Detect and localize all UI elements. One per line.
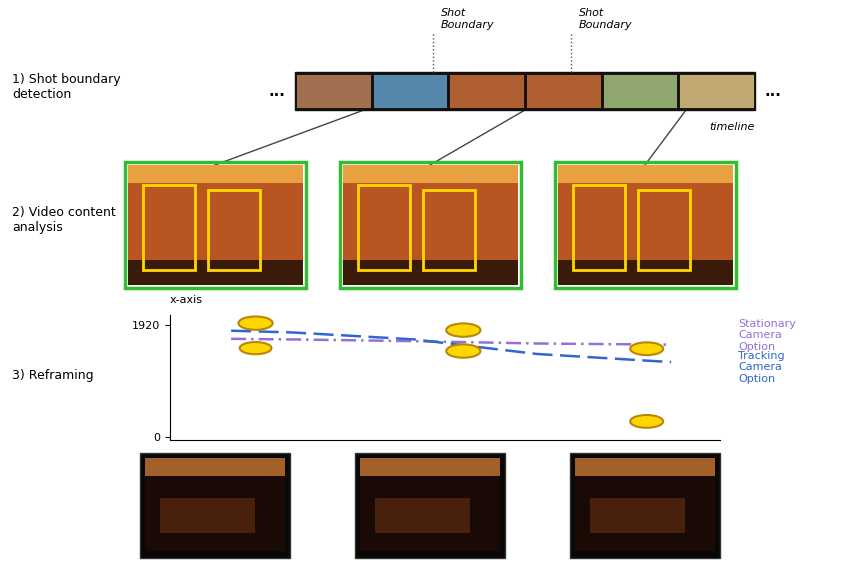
Text: timeline: timeline (710, 122, 755, 132)
Bar (128, 260, 303, 285)
Bar (372, 74, 448, 108)
Bar (555, 162, 736, 288)
Bar (145, 458, 285, 476)
Bar (208, 190, 260, 270)
Bar (125, 162, 306, 288)
Ellipse shape (240, 342, 271, 354)
Bar (679, 74, 754, 108)
Bar (343, 165, 518, 285)
Bar (160, 498, 255, 533)
Text: 2) Video content
analysis: 2) Video content analysis (12, 206, 115, 234)
Bar (343, 260, 518, 285)
Bar (449, 74, 524, 108)
Bar (590, 498, 685, 533)
Bar (358, 185, 410, 270)
Bar (558, 260, 733, 285)
Bar (575, 458, 715, 476)
Bar (570, 453, 720, 558)
Text: Stationary
Camera
Option: Stationary Camera Option (739, 319, 796, 352)
Text: ...: ... (765, 83, 782, 99)
Bar (638, 190, 690, 270)
Ellipse shape (238, 317, 273, 330)
Text: Shot
Boundary: Shot Boundary (579, 8, 633, 30)
Bar (573, 185, 625, 270)
Bar (375, 498, 470, 533)
Bar (423, 190, 475, 270)
Bar (355, 453, 505, 558)
Bar (296, 74, 371, 108)
Bar (558, 165, 733, 183)
Bar (143, 185, 195, 270)
Bar (526, 74, 600, 108)
Bar (145, 476, 285, 551)
Text: 3) Reframing: 3) Reframing (12, 368, 93, 381)
Bar (140, 453, 290, 558)
Ellipse shape (446, 324, 481, 337)
Bar (340, 162, 521, 288)
Bar (603, 74, 678, 108)
Bar (128, 165, 303, 285)
Bar (575, 476, 715, 551)
Text: 1) Shot boundary
detection: 1) Shot boundary detection (12, 73, 120, 101)
Bar (360, 458, 500, 476)
Text: Shot
Boundary: Shot Boundary (441, 8, 494, 30)
Bar (128, 165, 303, 183)
Bar (360, 476, 500, 551)
Bar (295, 72, 755, 110)
Ellipse shape (630, 415, 663, 428)
Ellipse shape (630, 342, 663, 355)
Bar (558, 165, 733, 285)
Text: Tracking
Camera
Option: Tracking Camera Option (739, 351, 785, 384)
Ellipse shape (446, 345, 481, 358)
Bar (343, 165, 518, 183)
Text: x-axis: x-axis (170, 295, 203, 305)
Text: ...: ... (269, 83, 286, 99)
